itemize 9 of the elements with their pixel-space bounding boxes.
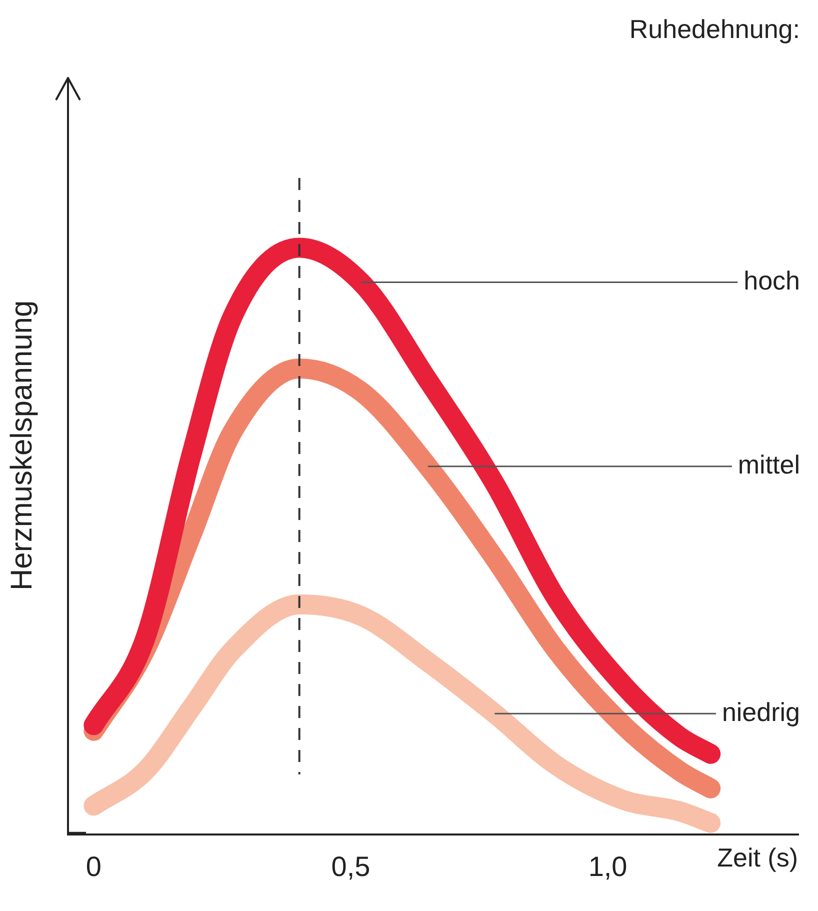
text: hoch [744, 265, 800, 296]
legend-title: Ruhedehnung: [629, 14, 800, 44]
x-axis-title: Zeit (s) [717, 842, 798, 873]
text: niedrig [722, 696, 800, 727]
x-tick-label: 0,5 [331, 850, 370, 882]
x-tick-label: 0 [86, 850, 102, 882]
x-tick-label: 1,0 [588, 850, 628, 882]
y-axis-title: Herzmuskelspannung [5, 300, 38, 591]
text: mittel [738, 450, 800, 480]
